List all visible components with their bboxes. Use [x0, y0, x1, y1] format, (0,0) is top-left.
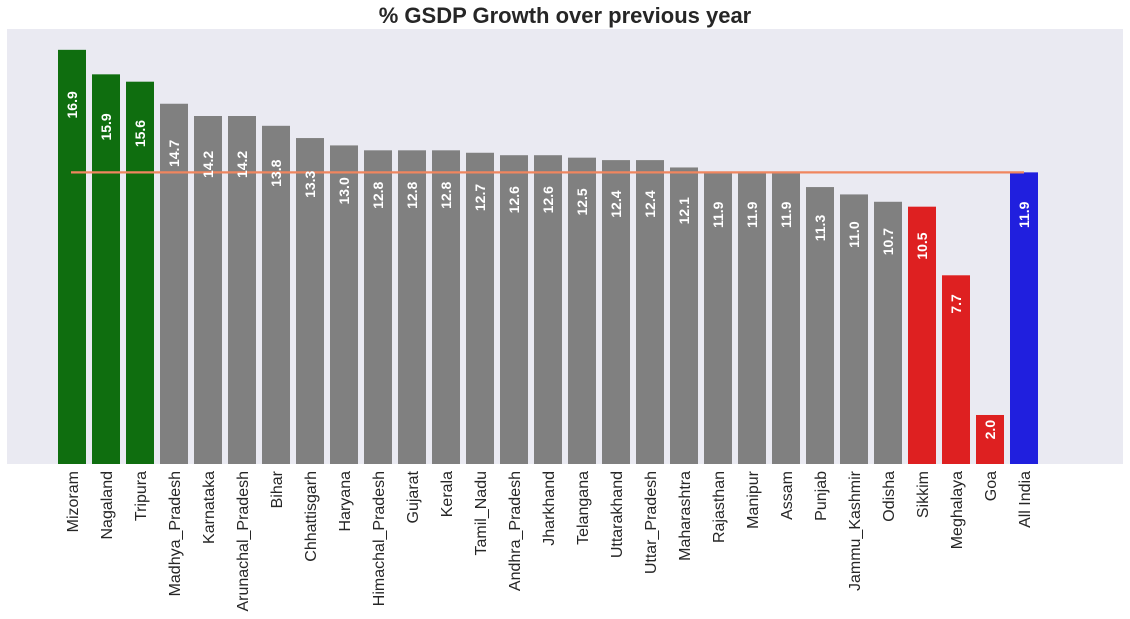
bar-himachal-pradesh — [364, 150, 392, 464]
x-tick-label: Chhattisgarh — [303, 471, 320, 562]
x-tick-label: Nagaland — [99, 471, 116, 540]
data-label: 13.3 — [302, 170, 318, 197]
x-tick-label: Punjab — [813, 471, 830, 521]
x-tick-label: Odisha — [881, 471, 898, 522]
bar-karnataka — [194, 116, 222, 464]
bar-madhya-pradesh — [160, 103, 188, 465]
bar-goa — [976, 414, 1004, 464]
bar-andhra-pradesh — [500, 155, 528, 464]
data-label: 12.8 — [370, 181, 386, 208]
bar-rajasthan — [704, 172, 732, 464]
x-tick-label: Gujarat — [405, 470, 422, 523]
data-label: 7.7 — [948, 294, 964, 314]
bar-uttar-pradesh — [636, 160, 664, 464]
bar-tripura — [126, 81, 154, 465]
data-label: 12.8 — [438, 181, 454, 208]
x-tick-label: Madhya_Pradesh — [167, 471, 184, 596]
bar-kerala — [432, 150, 460, 464]
x-tick-label: Mizoram — [65, 471, 82, 532]
data-label: 12.5 — [574, 188, 590, 215]
data-label: 12.4 — [608, 190, 624, 217]
bar-maharashtra — [670, 167, 698, 464]
data-label: 12.7 — [472, 184, 488, 211]
bar-haryana — [330, 145, 358, 464]
data-label: 11.9 — [744, 201, 760, 228]
x-tick-label: Telangana — [575, 471, 592, 545]
bar-nagaland — [92, 74, 120, 465]
bar-uttarakhand — [602, 160, 630, 464]
x-tick-label: Jammu_Kashmir — [847, 470, 864, 591]
bar-jharkhand — [534, 155, 562, 464]
bar-sikkim — [908, 206, 936, 464]
x-tick-label: Sikkim — [915, 471, 932, 518]
bar-meghalaya — [942, 275, 970, 464]
data-label: 14.2 — [234, 151, 250, 178]
data-label: 12.1 — [676, 197, 692, 224]
x-tick-label: Meghalaya — [949, 471, 966, 549]
x-tick-label: Rajasthan — [711, 471, 728, 543]
x-tick-label: All India — [1017, 471, 1034, 528]
data-label: 15.6 — [132, 120, 148, 147]
chart-title: % GSDP Growth over previous year — [379, 3, 752, 28]
x-tick-label: Arunachal_Pradesh — [235, 471, 252, 612]
data-label: 12.8 — [404, 181, 420, 208]
bar-odisha — [874, 201, 902, 464]
data-label: 11.3 — [812, 215, 828, 242]
data-label: 12.4 — [642, 190, 658, 217]
bar-all-india — [1010, 172, 1038, 464]
x-tick-label: Jharkhand — [541, 471, 558, 546]
x-tick-label: Kerala — [439, 471, 456, 517]
bar-bihar — [262, 125, 290, 464]
x-tick-label: Assam — [779, 471, 796, 520]
x-tick-label: Tripura — [133, 471, 150, 521]
bar-jammu-kashmir — [840, 194, 868, 464]
x-tick-label: Manipur — [745, 470, 762, 528]
data-label: 14.2 — [200, 151, 216, 178]
bar-arunachal-pradesh — [228, 116, 256, 464]
x-tick-label: Tamil_Nadu — [473, 471, 490, 555]
data-label: 12.6 — [540, 186, 556, 213]
data-label: 13.0 — [336, 177, 352, 204]
bar-assam — [772, 172, 800, 464]
data-label: 12.6 — [506, 186, 522, 213]
data-label: 11.9 — [1016, 201, 1032, 228]
data-label: 11.9 — [710, 201, 726, 228]
bar-manipur — [738, 172, 766, 464]
data-label: 15.9 — [98, 113, 114, 140]
x-tick-label: Uttarakhand — [609, 471, 626, 558]
bar-mizoram — [58, 49, 86, 464]
bar-punjab — [806, 187, 834, 464]
data-label: 10.7 — [880, 228, 896, 255]
data-label: 14.7 — [166, 140, 182, 167]
data-label: 13.8 — [268, 159, 284, 186]
data-label: 2.0 — [982, 420, 998, 440]
x-tick-label: Uttar_Pradesh — [643, 471, 660, 574]
bar-chhattisgarh — [296, 138, 324, 464]
x-tick-label: Goa — [983, 471, 1000, 501]
data-label: 11.0 — [846, 221, 862, 248]
x-tick-label: Haryana — [337, 471, 354, 532]
bar-tamil-nadu — [466, 152, 494, 464]
plot-area — [7, 29, 1123, 464]
data-label: 10.5 — [914, 232, 930, 259]
data-label: 11.9 — [778, 201, 794, 228]
bar-telangana — [568, 157, 596, 464]
x-tick-label: Maharashtra — [677, 471, 694, 561]
x-tick-label: Himachal_Pradesh — [371, 471, 388, 606]
x-tick-label: Andhra_Pradesh — [507, 471, 524, 591]
x-tick-label: Bihar — [269, 470, 286, 508]
x-tick-label: Karnataka — [201, 471, 218, 544]
bar-gujarat — [398, 150, 426, 464]
data-label: 16.9 — [64, 91, 80, 118]
